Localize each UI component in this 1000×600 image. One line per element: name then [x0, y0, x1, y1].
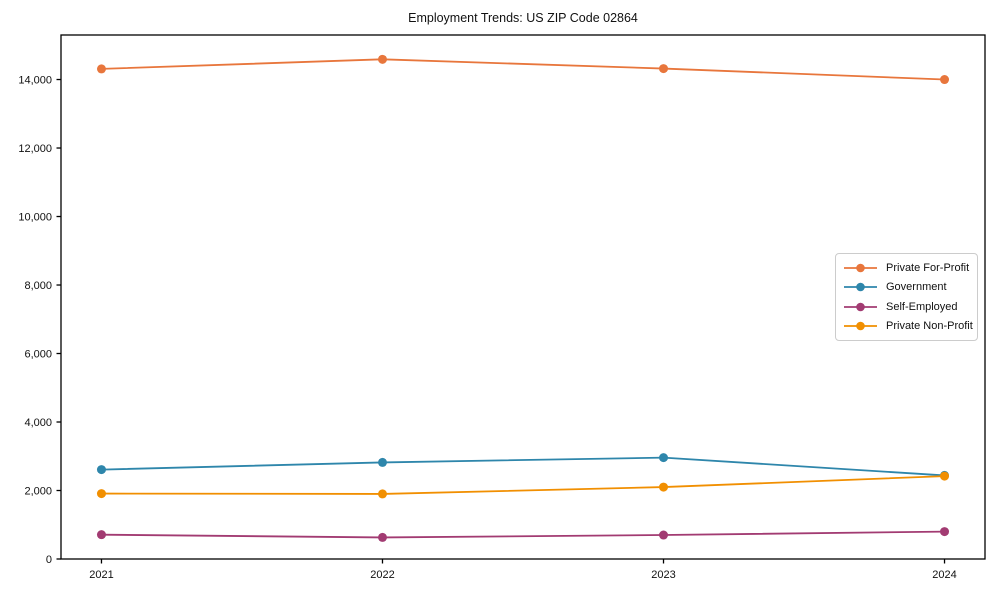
chart-title: Employment Trends: US ZIP Code 02864 [408, 11, 638, 25]
x-tick-label: 2021 [89, 569, 113, 581]
data-point-marker [659, 530, 669, 540]
data-point-marker [96, 489, 106, 499]
data-point-marker [377, 54, 387, 64]
y-tick-label: 10,000 [18, 211, 52, 223]
legend-label: Private For-Profit [886, 261, 970, 274]
legend-label: Self-Employed [886, 300, 958, 313]
series-line [101, 58, 945, 81]
y-tick-label: 6,000 [24, 348, 52, 360]
y-axis: 0 2,000 4,000 6,000 8,000 10,000 12,000 14,000 [18, 74, 61, 566]
plot-frame [60, 34, 986, 560]
data-point-marker [659, 453, 669, 463]
legend-item-private-non-profit: Private Non-Profit [844, 317, 977, 337]
series-line [101, 456, 945, 477]
y-tick-label: 8,000 [24, 280, 52, 292]
series-private-for-profit [96, 54, 950, 85]
x-tick-label: 2024 [932, 569, 956, 581]
x-tick-label: 2023 [651, 569, 675, 581]
legend-line-marker-icon [844, 263, 877, 273]
y-tick-label: 4,000 [24, 417, 52, 429]
legend-item-self-employed: Self-Employed [844, 297, 977, 317]
legend: Private For-Profit Government Self-Employe… [835, 253, 978, 341]
series-self-employed [96, 527, 950, 542]
legend-line-marker-icon [844, 302, 877, 312]
series-line [101, 475, 945, 495]
legend-line-marker-icon [844, 321, 877, 331]
legend-label: Private Non-Profit [886, 320, 973, 333]
x-axis: 2021 2022 2023 2024 [89, 559, 957, 581]
y-tick-label: 0 [46, 554, 52, 566]
data-point-marker [96, 530, 106, 540]
series-line [101, 530, 945, 539]
series-government [96, 453, 950, 480]
data-point-marker [377, 532, 387, 542]
data-point-marker [377, 489, 387, 499]
legend-line-marker-icon [844, 282, 877, 292]
data-point-marker [940, 471, 950, 481]
data-point-marker [659, 482, 669, 492]
x-tick-label: 2022 [370, 569, 394, 581]
y-tick-label: 2,000 [24, 485, 52, 497]
data-point-marker [96, 64, 106, 74]
y-tick-label: 14,000 [18, 74, 52, 86]
data-point-marker [377, 457, 387, 467]
data-point-marker [96, 465, 106, 475]
legend-item-private-for-profit: Private For-Profit [844, 258, 977, 278]
data-point-marker [940, 527, 950, 537]
data-point-marker [940, 75, 950, 85]
legend-label: Government [886, 281, 947, 294]
data-point-marker [659, 64, 669, 74]
legend-item-government: Government [844, 278, 977, 298]
y-tick-label: 12,000 [18, 143, 52, 155]
series-private-non-profit [96, 471, 950, 499]
